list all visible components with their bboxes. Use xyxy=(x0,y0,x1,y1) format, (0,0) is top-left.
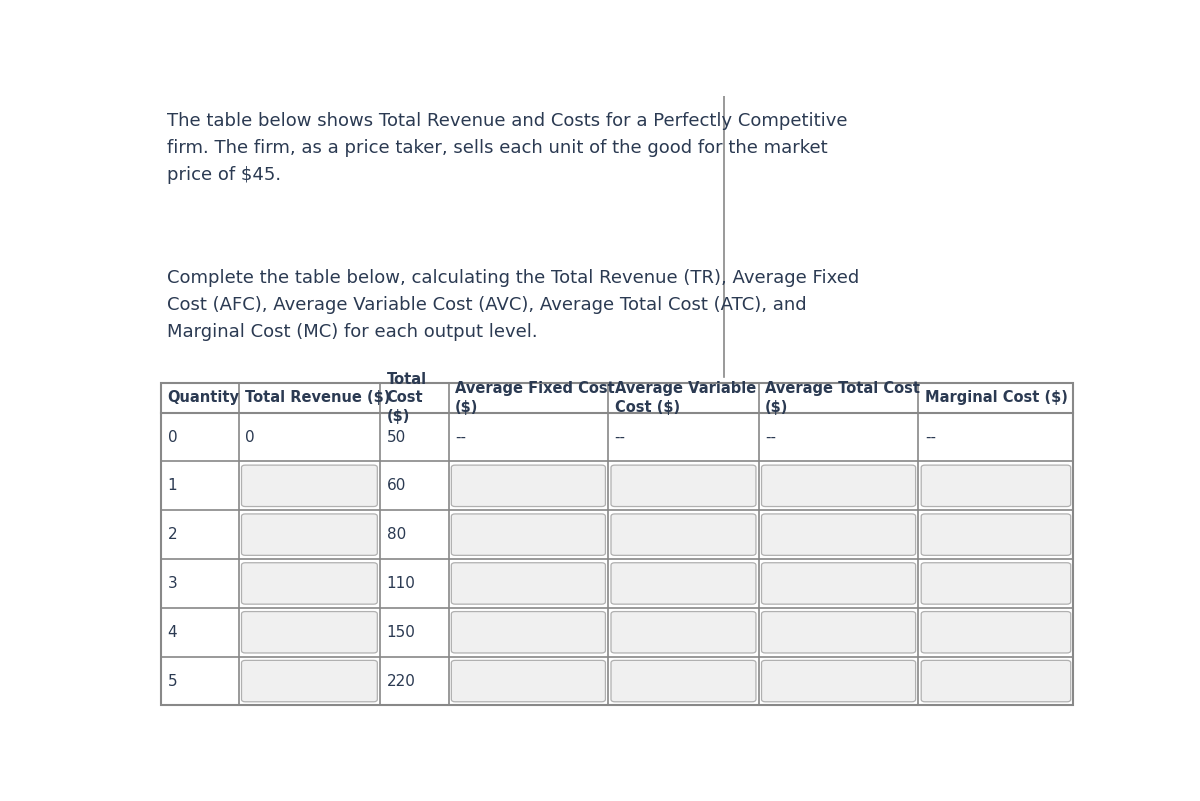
Text: 50: 50 xyxy=(386,429,406,445)
Text: --: -- xyxy=(455,429,466,445)
FancyBboxPatch shape xyxy=(451,660,606,702)
FancyBboxPatch shape xyxy=(451,563,606,604)
FancyBboxPatch shape xyxy=(762,660,916,702)
FancyBboxPatch shape xyxy=(451,611,606,653)
Text: Quantity: Quantity xyxy=(168,390,240,405)
FancyBboxPatch shape xyxy=(451,514,606,555)
Text: Average Fixed Cost
($): Average Fixed Cost ($) xyxy=(455,381,614,415)
FancyBboxPatch shape xyxy=(922,465,1070,506)
Text: 1: 1 xyxy=(168,478,178,493)
FancyBboxPatch shape xyxy=(241,611,377,653)
FancyBboxPatch shape xyxy=(241,563,377,604)
FancyBboxPatch shape xyxy=(611,611,756,653)
FancyBboxPatch shape xyxy=(611,465,756,506)
Text: 150: 150 xyxy=(386,625,415,640)
FancyBboxPatch shape xyxy=(611,660,756,702)
Text: Average Total Cost
($): Average Total Cost ($) xyxy=(766,381,920,415)
Text: The table below shows Total Revenue and Costs for a Perfectly Competitive
firm. : The table below shows Total Revenue and … xyxy=(167,111,847,183)
FancyBboxPatch shape xyxy=(611,514,756,555)
Text: 60: 60 xyxy=(386,478,406,493)
Text: 3: 3 xyxy=(168,576,178,591)
FancyBboxPatch shape xyxy=(762,563,916,604)
Text: Complete the table below, calculating the Total Revenue (TR), Average Fixed
Cost: Complete the table below, calculating th… xyxy=(167,269,859,341)
FancyBboxPatch shape xyxy=(922,660,1070,702)
Text: 4: 4 xyxy=(168,625,178,640)
Text: 0: 0 xyxy=(168,429,178,445)
Text: --: -- xyxy=(614,429,625,445)
FancyBboxPatch shape xyxy=(922,563,1070,604)
FancyBboxPatch shape xyxy=(922,514,1070,555)
FancyBboxPatch shape xyxy=(762,611,916,653)
FancyBboxPatch shape xyxy=(611,563,756,604)
Text: 110: 110 xyxy=(386,576,415,591)
Bar xyxy=(161,383,1074,706)
Text: Total
Cost
($): Total Cost ($) xyxy=(386,372,427,424)
FancyBboxPatch shape xyxy=(451,465,606,506)
Text: 80: 80 xyxy=(386,527,406,542)
Text: Average Variable
Cost ($): Average Variable Cost ($) xyxy=(614,381,756,415)
Text: --: -- xyxy=(766,429,776,445)
Text: 5: 5 xyxy=(168,674,178,689)
FancyBboxPatch shape xyxy=(762,514,916,555)
Text: 220: 220 xyxy=(386,674,415,689)
Text: --: -- xyxy=(925,429,936,445)
FancyBboxPatch shape xyxy=(241,465,377,506)
Text: Marginal Cost ($): Marginal Cost ($) xyxy=(925,390,1068,405)
FancyBboxPatch shape xyxy=(922,611,1070,653)
Text: Total Revenue ($): Total Revenue ($) xyxy=(245,390,390,405)
Text: 2: 2 xyxy=(168,527,178,542)
FancyBboxPatch shape xyxy=(762,465,916,506)
FancyBboxPatch shape xyxy=(241,514,377,555)
Text: 0: 0 xyxy=(245,429,254,445)
FancyBboxPatch shape xyxy=(241,660,377,702)
